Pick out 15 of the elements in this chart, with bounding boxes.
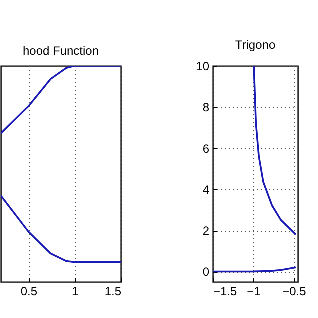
y-tick-label: 2 xyxy=(202,224,210,238)
y-tick-label: 0 xyxy=(202,265,210,280)
y-tick-label: 8 xyxy=(202,100,210,115)
y-tick-label: 10 xyxy=(196,60,210,74)
chart-title: hood Function xyxy=(22,44,100,58)
x-tick-label: 1.5 xyxy=(104,284,122,298)
x-tick-label: 0.5 xyxy=(20,284,38,298)
x-tick-label: −1 xyxy=(247,284,262,298)
y-tick-label: 4 xyxy=(202,182,210,197)
x-tick-label: 1 xyxy=(72,284,79,298)
y-tick-label: 6 xyxy=(202,142,210,156)
x-tick-label: −0.5 xyxy=(282,284,307,298)
x-tick-label: −1.5 xyxy=(214,284,238,298)
chart-title: Trigono xyxy=(235,38,276,52)
line-series xyxy=(253,66,297,236)
